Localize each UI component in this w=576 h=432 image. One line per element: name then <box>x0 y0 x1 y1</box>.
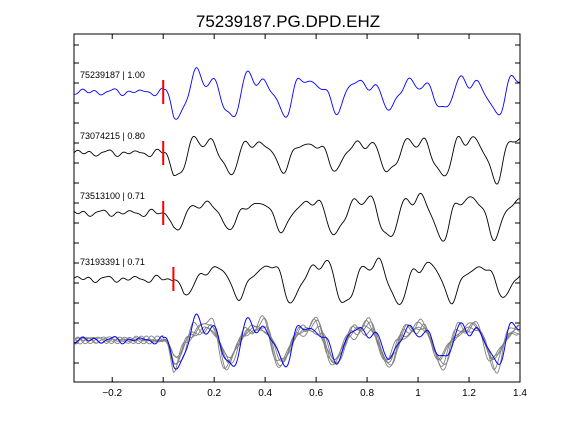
trace-group <box>73 67 521 305</box>
x-tick-label: 0 <box>160 388 166 399</box>
trace-waveform <box>73 67 521 120</box>
stacked-overlay <box>73 313 521 374</box>
trace-label: 73074215 | 0.80 <box>80 131 145 141</box>
x-tick-label: −0.2 <box>102 388 122 399</box>
stack-trace-primary <box>73 313 521 370</box>
pick-markers <box>162 80 175 291</box>
axis-ticks <box>74 34 521 382</box>
x-tick-label: 0.6 <box>309 388 323 399</box>
stack-trace <box>73 317 521 368</box>
trace-waveform <box>73 192 521 242</box>
x-tick-label: 1.4 <box>513 388 527 399</box>
trace-labels: 75239187 | 1.00 73074215 | 0.80 73513100 |… <box>80 70 145 267</box>
x-tick-label: 0.2 <box>207 388 221 399</box>
stack-trace <box>73 316 521 371</box>
x-tick-labels: −0.2 0 0.2 0.4 0.6 0.8 1 1.2 1.4 <box>102 388 527 399</box>
trace-waveform <box>73 257 521 305</box>
x-tick-label: 1.2 <box>462 388 476 399</box>
trace-label: 73513100 | 0.71 <box>80 191 145 201</box>
x-tick-label: 1 <box>415 388 421 399</box>
x-tick-label: 0.8 <box>360 388 374 399</box>
trace-label: 75239187 | 1.00 <box>80 70 145 80</box>
trace-label: 73193391 | 0.71 <box>80 257 145 267</box>
plot-frame <box>73 33 521 383</box>
chart-title: 75239187.PG.DPD.EHZ <box>196 12 380 31</box>
x-tick-label: 0.4 <box>258 388 272 399</box>
trace-waveform <box>73 135 521 185</box>
